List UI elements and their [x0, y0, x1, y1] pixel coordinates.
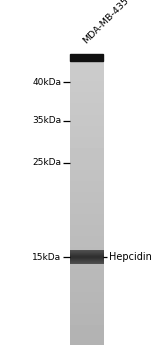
Text: MDA-MB-435: MDA-MB-435: [82, 0, 131, 46]
Text: 25kDa: 25kDa: [32, 158, 61, 167]
Text: 15kDa: 15kDa: [32, 253, 61, 262]
Text: 35kDa: 35kDa: [32, 116, 61, 125]
Bar: [70, 54, 103, 61]
Text: 40kDa: 40kDa: [32, 78, 61, 87]
Text: Hepcidin: Hepcidin: [109, 252, 152, 262]
